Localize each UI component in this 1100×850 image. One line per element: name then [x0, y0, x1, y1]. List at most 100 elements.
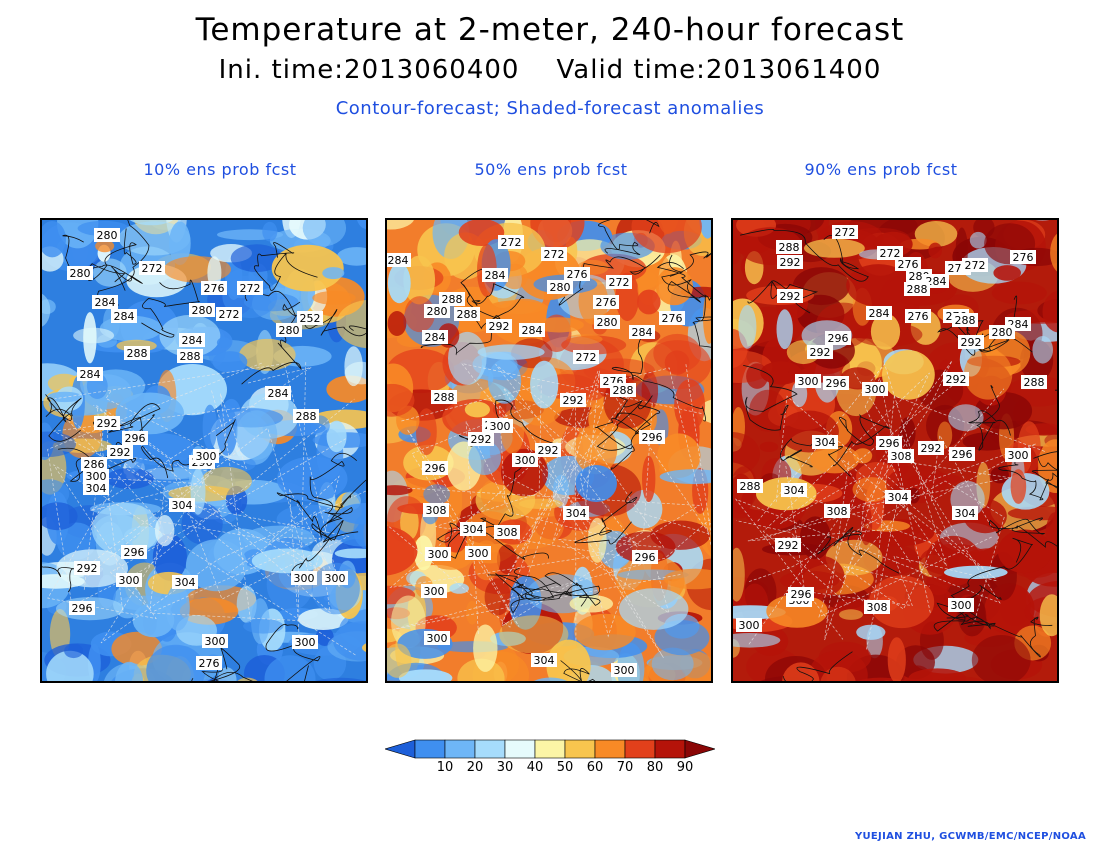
- contour-label: 276: [564, 267, 590, 281]
- contour-value: 288: [127, 347, 148, 360]
- anomaly-shade: [105, 468, 154, 489]
- contour-label: 292: [943, 372, 969, 386]
- political-boundary: [406, 402, 540, 627]
- contour-label: 300: [611, 663, 637, 677]
- contour-label: 292: [918, 441, 944, 455]
- contour-label: 300: [736, 618, 762, 632]
- colorbar-segment: [594, 739, 626, 759]
- colorbar-segment: [564, 739, 596, 759]
- contour-label: 296: [632, 550, 658, 564]
- contour-value: 276: [567, 268, 588, 281]
- political-boundary: [779, 380, 992, 618]
- colorbar-tick-label: 20: [466, 760, 484, 775]
- temperature-contour: [290, 519, 359, 576]
- credit-text: YUEJIAN ZHU, GCWMB/EMC/NCEP/NOAA: [854, 831, 1086, 842]
- contour-value: 300: [294, 572, 315, 585]
- political-boundary: [786, 489, 936, 610]
- anomaly-shade: [963, 348, 1013, 400]
- contour-label: 276: [1010, 250, 1036, 264]
- political-boundary: [460, 362, 702, 525]
- anomaly-shade: [637, 289, 661, 315]
- panel-title-50: 50% ens prob fcst: [474, 160, 628, 179]
- colorbar-tick-label: 30: [496, 760, 514, 775]
- contour-value: 276: [199, 657, 220, 670]
- anomaly-shade: [312, 291, 356, 305]
- contour-label: 300: [425, 547, 451, 561]
- anomaly-shade: [566, 334, 603, 345]
- anomaly-shade: [387, 383, 415, 417]
- contour-value: 280: [192, 304, 213, 317]
- temperature-contour: [574, 491, 638, 545]
- description-subtitle: Contour-forecast; Shaded-forecast anomal…: [335, 98, 765, 119]
- colorbar-tick-label: 70: [616, 760, 634, 775]
- contour-value: 304: [175, 576, 196, 589]
- anomaly-shade: [387, 263, 411, 304]
- anomaly-shade: [64, 643, 84, 659]
- temperature-contour: [669, 251, 711, 277]
- temperature-contour: [743, 365, 798, 431]
- contour-label: 292: [958, 335, 984, 349]
- contour-value: 300: [798, 375, 819, 388]
- anomaly-shade: [326, 420, 347, 453]
- contour-value: 272: [835, 226, 856, 239]
- temperature-contour: [596, 388, 651, 451]
- contour-value: 292: [538, 444, 559, 457]
- contour-value: 296: [425, 462, 446, 475]
- temperature-contour: [950, 537, 1033, 604]
- contour-value: 292: [77, 562, 98, 575]
- anomaly-shade: [333, 621, 366, 661]
- anomaly-shade: [499, 615, 569, 654]
- contour-label: 286: [81, 457, 107, 471]
- contour-label: 252: [297, 311, 323, 325]
- contour-label: 284: [387, 253, 411, 267]
- contour-value: 272: [501, 236, 522, 249]
- contour-value: 288: [779, 241, 800, 254]
- contour-value: 284: [388, 254, 409, 267]
- contour-value: 276: [908, 310, 929, 323]
- contour-value: 308: [867, 601, 888, 614]
- anomaly-shade: [356, 220, 366, 229]
- contour-value: 300: [424, 585, 445, 598]
- anomaly-shade: [337, 247, 366, 266]
- contour-value: 280: [427, 305, 448, 318]
- anomaly-shade: [387, 526, 418, 576]
- contour-label: 300: [948, 598, 974, 612]
- temperature-contour: [594, 395, 661, 470]
- contour-label: 284: [111, 309, 137, 323]
- map-panel-50: 284 272 272 276 272 284 280 276 288 280 288 292 284 2…: [385, 218, 713, 683]
- contour-label: 284: [265, 386, 291, 400]
- contour-label: 304: [781, 483, 807, 497]
- anomaly-shade: [1050, 233, 1057, 272]
- contour-value: 284: [485, 269, 506, 282]
- political-boundary: [748, 480, 1005, 624]
- anomaly-shade: [448, 331, 487, 385]
- anomaly-shade: [534, 317, 584, 333]
- contour-label: 300: [292, 635, 318, 649]
- contour-label: 300: [465, 546, 491, 560]
- colorbar-tick-label: 10: [436, 760, 454, 775]
- contour-value: 252: [300, 312, 321, 325]
- anomaly-shade: [42, 502, 78, 531]
- colorbar-segment: [534, 739, 566, 759]
- contour-label: 280: [989, 325, 1015, 339]
- contour-label: 292: [107, 445, 133, 459]
- contour-value: 284: [632, 326, 653, 339]
- anomaly-shade: [473, 624, 498, 672]
- temperature-contour: [832, 414, 890, 467]
- temperature-contour: [558, 254, 661, 306]
- contour-label: 284: [629, 325, 655, 339]
- contour-value: 296: [879, 437, 900, 450]
- anomaly-shade: [207, 256, 222, 290]
- anomaly-shade: [733, 633, 781, 648]
- anomaly-shade: [1042, 290, 1057, 333]
- contour-label: 296: [876, 436, 902, 450]
- anomaly-shade: [804, 238, 865, 258]
- contour-label: 296: [639, 430, 665, 444]
- contour-value: 292: [471, 433, 492, 446]
- contour-label: 272: [139, 261, 165, 275]
- anomaly-shade: [663, 568, 711, 590]
- contour-label: 288: [737, 479, 763, 493]
- contour-value: 304: [86, 482, 107, 495]
- contour-label: 272: [962, 258, 988, 272]
- contour-label: 276: [905, 309, 931, 323]
